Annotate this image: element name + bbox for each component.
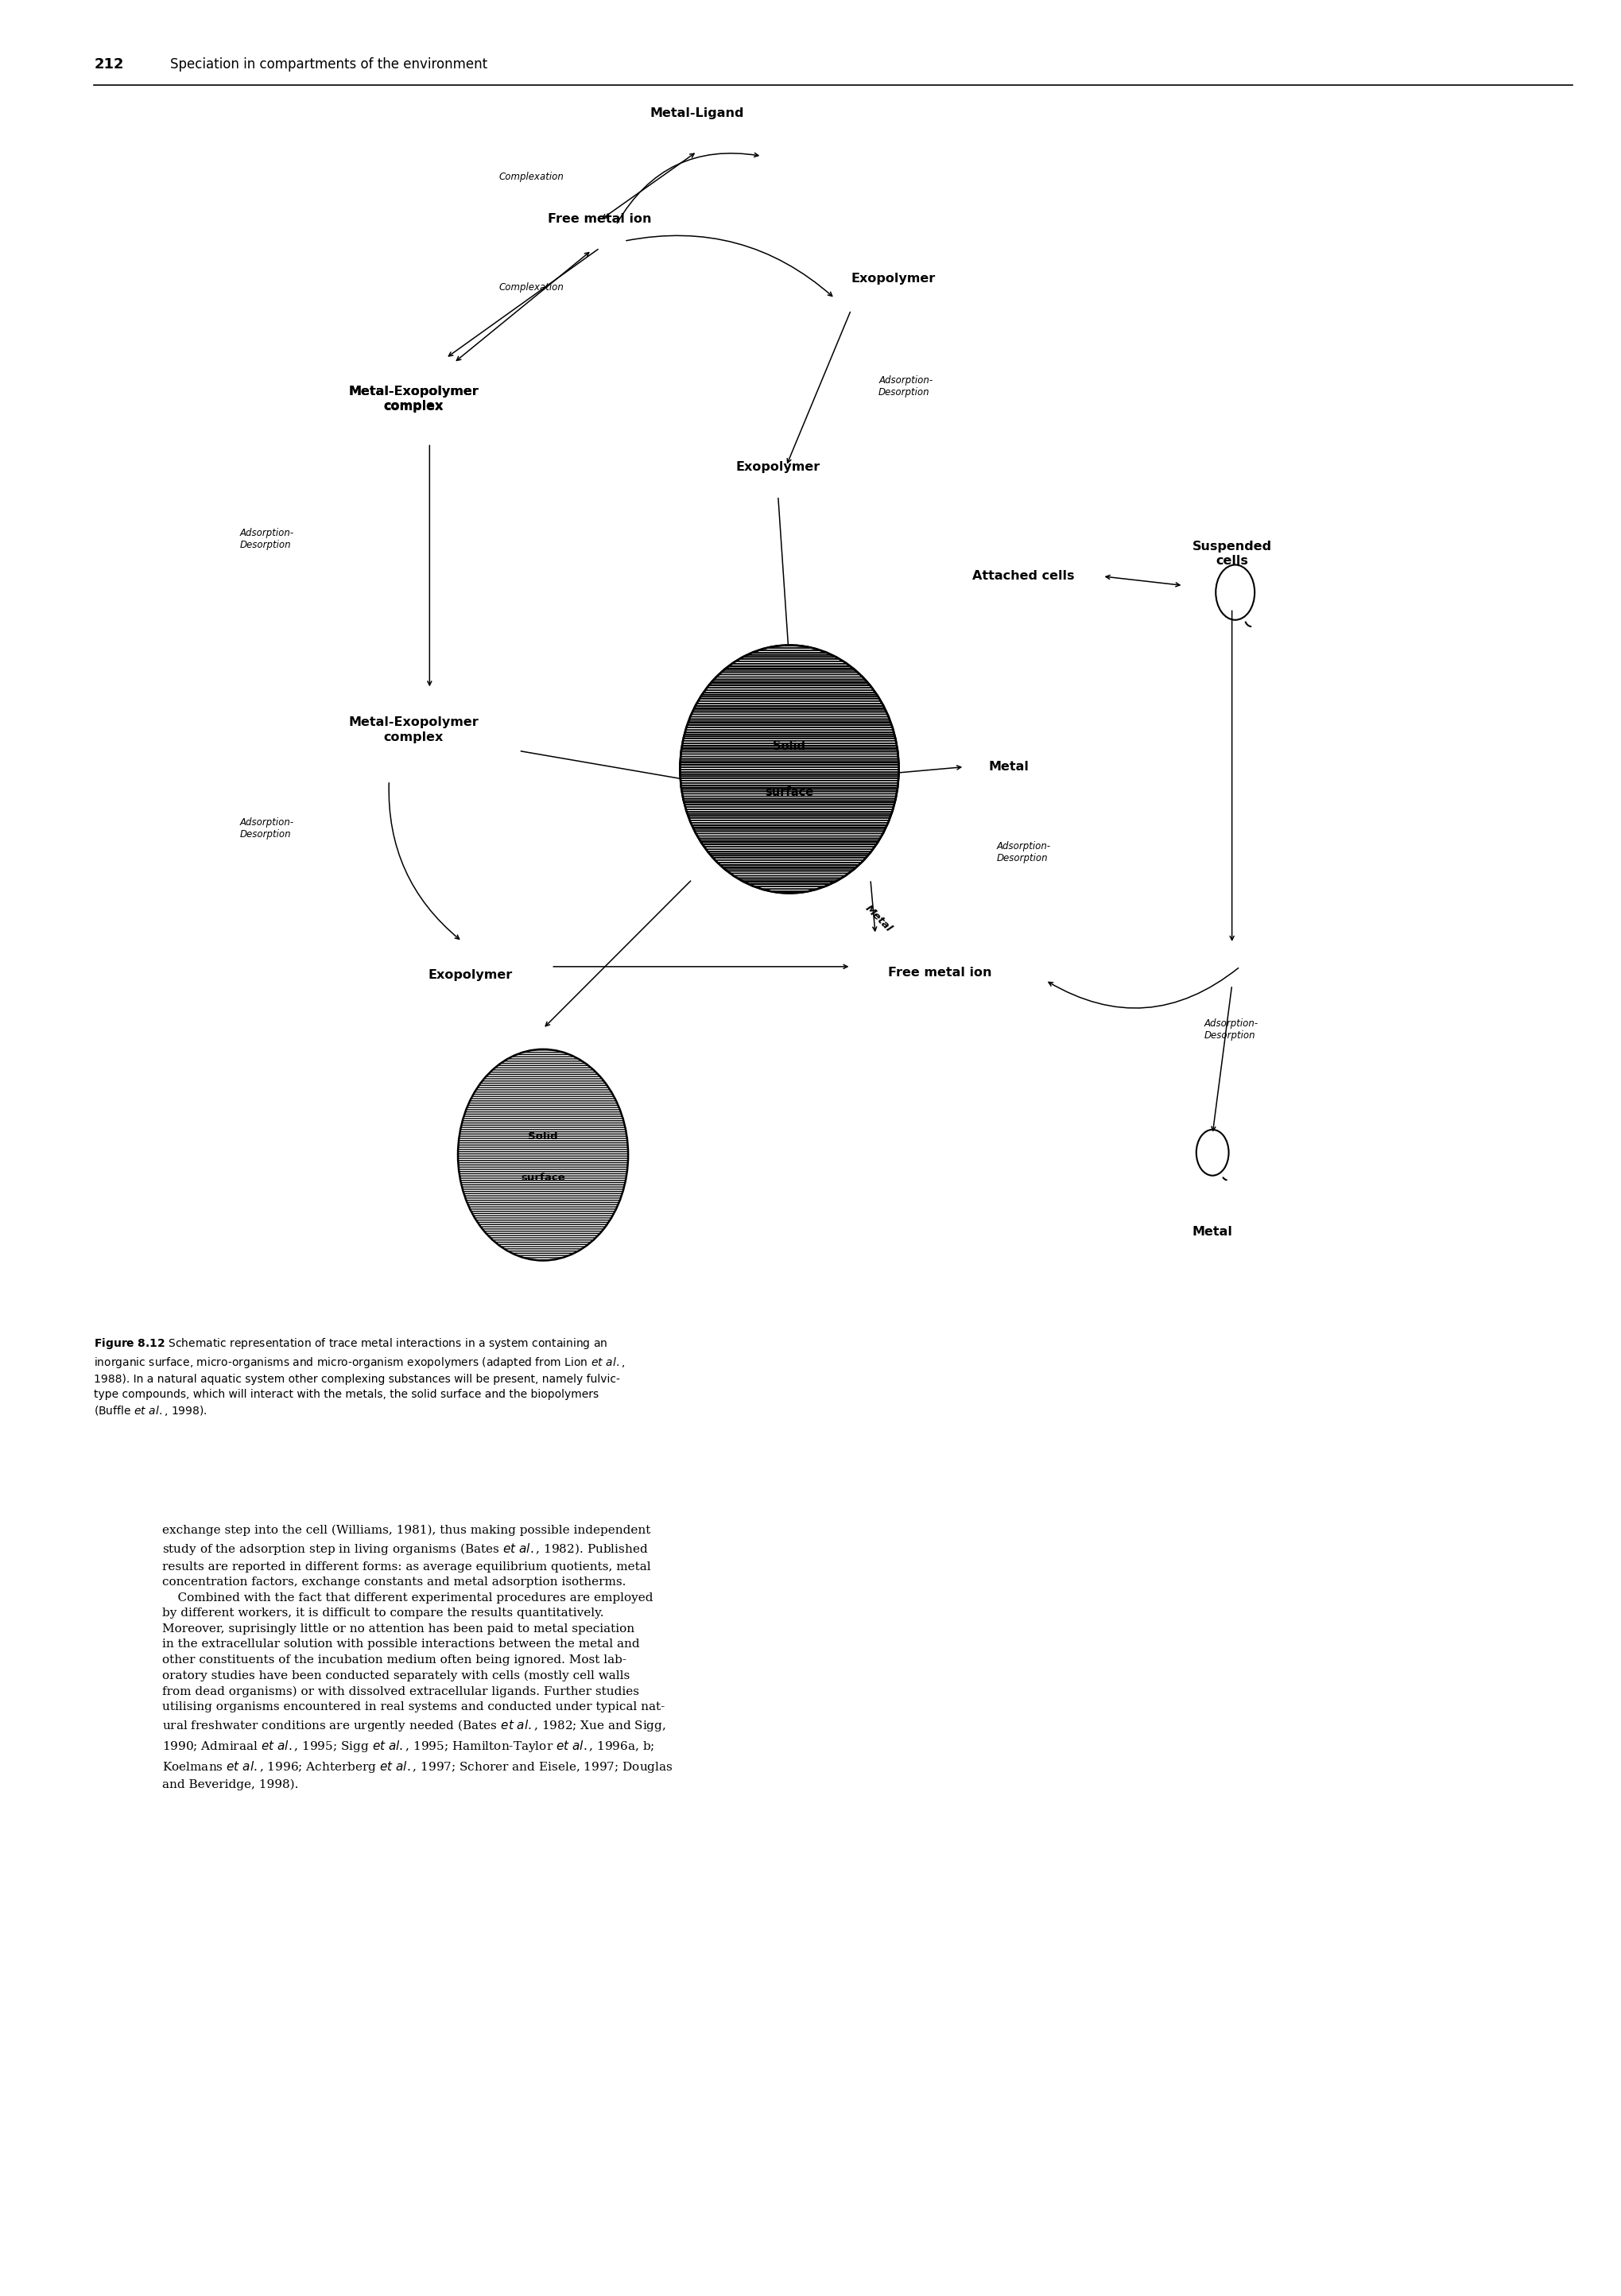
Text: 212: 212 bbox=[94, 57, 123, 71]
Text: $\mathbf{Figure\ 8.12}$ Schematic representation of trace metal interactions in : $\mathbf{Figure\ 8.12}$ Schematic repres… bbox=[94, 1336, 626, 1419]
Text: exchange step into the cell (Williams, 1981), thus making possible independent
s: exchange step into the cell (Williams, 1… bbox=[162, 1525, 673, 1791]
FancyArrowPatch shape bbox=[1049, 969, 1238, 1008]
Text: Adsorption-
Desorption: Adsorption- Desorption bbox=[1204, 1019, 1258, 1040]
Text: Adsorption-
Desorption: Adsorption- Desorption bbox=[879, 374, 932, 397]
Text: Complexation: Complexation bbox=[499, 282, 564, 292]
Text: Metal-Exopolymer
complex: Metal-Exopolymer complex bbox=[349, 386, 478, 411]
Text: Adsorption-
Desorption: Adsorption- Desorption bbox=[997, 843, 1050, 863]
Text: Suspended
cells: Suspended cells bbox=[1191, 540, 1272, 567]
Text: Speciation in compartments of the environment: Speciation in compartments of the enviro… bbox=[170, 57, 488, 71]
Text: Adsorption-
Desorption: Adsorption- Desorption bbox=[240, 817, 293, 840]
Text: Metal-Ligand: Metal-Ligand bbox=[650, 108, 744, 119]
Text: Exopolymer: Exopolymer bbox=[736, 461, 820, 473]
Text: Solid: Solid bbox=[773, 739, 806, 753]
Text: surface: surface bbox=[520, 1173, 566, 1182]
Text: Solid: Solid bbox=[528, 1132, 558, 1141]
FancyArrowPatch shape bbox=[618, 154, 759, 223]
Text: Free metal ion: Free metal ion bbox=[548, 214, 652, 225]
Text: Metal-Exopolymer
complex: Metal-Exopolymer complex bbox=[349, 386, 478, 413]
Ellipse shape bbox=[459, 1049, 629, 1261]
Text: Attached cells: Attached cells bbox=[973, 569, 1075, 583]
Text: Metal: Metal bbox=[862, 902, 895, 934]
Text: Complexation: Complexation bbox=[499, 172, 564, 181]
Text: Free metal ion: Free metal ion bbox=[888, 967, 992, 978]
Text: Metal-Exopolymer
complex: Metal-Exopolymer complex bbox=[349, 716, 478, 744]
Text: Metal: Metal bbox=[989, 760, 1029, 774]
Text: Adsorption-
Desorption: Adsorption- Desorption bbox=[240, 528, 293, 551]
Ellipse shape bbox=[679, 645, 898, 893]
Text: Exopolymer: Exopolymer bbox=[428, 969, 512, 980]
FancyArrowPatch shape bbox=[626, 236, 832, 296]
FancyArrowPatch shape bbox=[389, 783, 459, 939]
Text: Metal: Metal bbox=[1193, 1226, 1232, 1238]
Text: Exopolymer: Exopolymer bbox=[851, 273, 935, 285]
Text: surface: surface bbox=[765, 785, 814, 799]
